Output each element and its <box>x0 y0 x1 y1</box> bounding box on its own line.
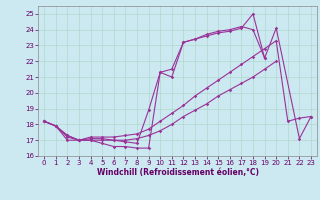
X-axis label: Windchill (Refroidissement éolien,°C): Windchill (Refroidissement éolien,°C) <box>97 168 259 177</box>
